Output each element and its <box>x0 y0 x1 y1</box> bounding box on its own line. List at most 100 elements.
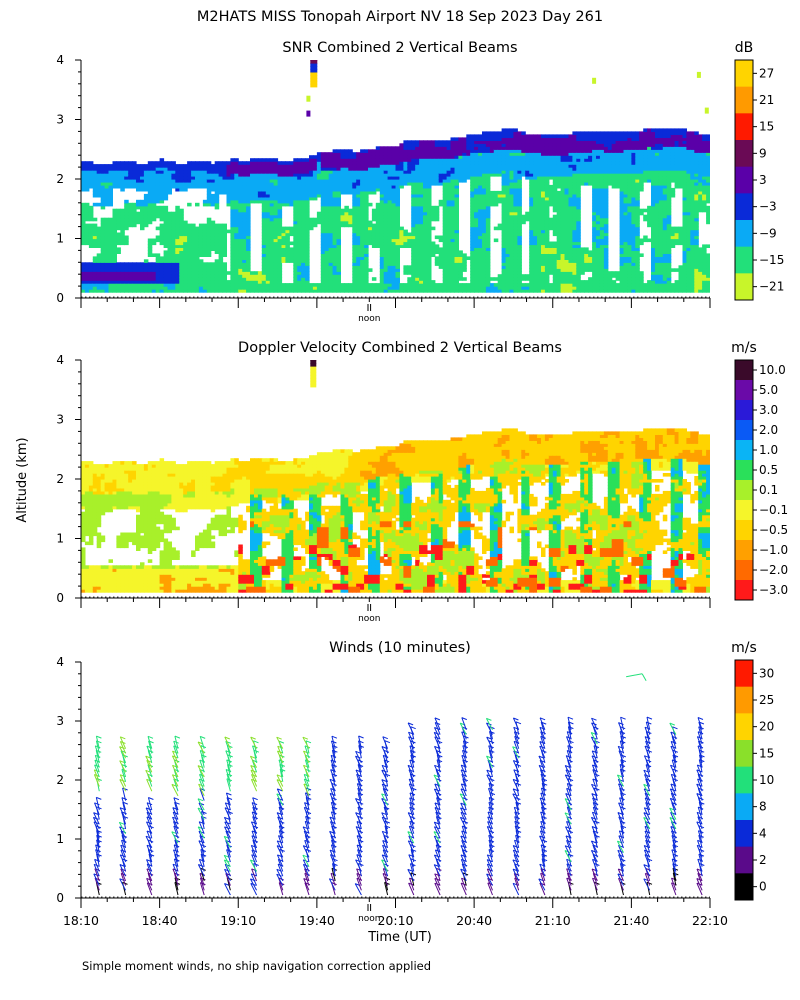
snr-cell <box>450 146 455 150</box>
snr-cell <box>438 250 444 254</box>
snr-cell <box>175 274 180 278</box>
snr-cell <box>195 259 200 263</box>
snr-cell <box>533 232 538 237</box>
snr-cell <box>446 271 452 275</box>
snr-cell <box>466 152 471 156</box>
snr-cell <box>411 226 416 231</box>
snr-cell <box>112 229 117 234</box>
snr-cell <box>293 158 298 162</box>
snr-cell <box>427 182 432 186</box>
snr-cell <box>364 226 369 231</box>
snr-cell <box>576 202 581 207</box>
snr-cell <box>198 184 204 189</box>
snr-cell <box>254 190 259 195</box>
snr-cell <box>246 232 251 237</box>
snr-cell <box>301 256 306 260</box>
snr-cell <box>560 274 566 278</box>
snr-cell <box>419 259 424 263</box>
snr-cell <box>198 286 204 290</box>
snr-cell <box>419 271 424 275</box>
snr-cell <box>104 182 110 186</box>
snr-cell <box>301 265 306 269</box>
snr-cell <box>434 140 440 144</box>
snr-cell <box>478 268 483 272</box>
snr-cell <box>305 211 310 216</box>
snr-cell <box>462 164 467 168</box>
snr-cell <box>108 226 113 231</box>
snr-cell <box>120 217 125 222</box>
snr-cell <box>387 235 393 240</box>
snr-cell <box>430 182 436 186</box>
snr-cell <box>474 143 479 147</box>
snr-cell <box>375 167 381 171</box>
snr-cell <box>269 226 275 231</box>
snr-cell <box>96 164 102 168</box>
snr-cell <box>261 173 267 177</box>
snr-cell <box>92 202 98 207</box>
snr-cell <box>128 286 133 290</box>
snr-cell <box>560 223 566 228</box>
snr-cell <box>427 274 432 278</box>
snr-cell <box>470 140 475 144</box>
snr-cell <box>462 256 467 260</box>
snr-cell <box>332 161 338 165</box>
snr-cell <box>112 167 117 171</box>
snr-cell <box>450 173 455 177</box>
snr-cell <box>505 155 511 159</box>
snr-cell <box>124 226 129 231</box>
snr-cell <box>352 179 357 183</box>
snr-cell <box>364 190 369 195</box>
snr-cell <box>493 170 499 174</box>
snr-cell <box>387 268 393 272</box>
snr-cell <box>92 232 98 237</box>
snr-cell <box>407 146 412 150</box>
snr-cell <box>493 143 499 147</box>
snr-cell <box>230 184 235 189</box>
snr-cell <box>269 220 275 225</box>
snr-cell <box>352 283 357 287</box>
snr-cell <box>100 205 106 210</box>
snr-cell <box>482 256 487 260</box>
snr-cell <box>191 268 196 272</box>
snr-cell <box>525 170 530 174</box>
snr-cell <box>320 286 326 290</box>
snr-cell <box>210 274 216 278</box>
snr-cell <box>112 208 117 213</box>
snr-cell <box>88 184 94 189</box>
snr-cell <box>391 170 397 174</box>
snr-cell <box>391 265 397 269</box>
snr-cell <box>541 167 546 171</box>
snr-cell <box>403 167 408 171</box>
snr-cell <box>167 220 172 225</box>
snr-cell <box>163 208 169 213</box>
snr-cell <box>191 259 196 263</box>
snr-cell <box>328 217 334 222</box>
snr-cell <box>537 143 542 147</box>
snr-cell <box>509 256 514 260</box>
snr-cell <box>497 161 503 165</box>
snr-cell <box>171 211 176 216</box>
snr-cell <box>568 277 573 281</box>
snr-cell <box>104 271 110 275</box>
snr-cell <box>143 268 149 272</box>
snr-cell <box>206 265 212 269</box>
snr-cell <box>560 155 566 159</box>
snr-cell <box>116 211 121 216</box>
snr-cell <box>560 235 566 240</box>
snr-cell <box>116 247 121 251</box>
snr-cell <box>521 137 526 141</box>
snr-cell <box>285 226 290 231</box>
snr-cell <box>533 158 538 162</box>
snr-cell <box>379 202 385 207</box>
snr-cell <box>379 164 385 168</box>
snr-cell <box>446 229 452 234</box>
snr-cell <box>568 161 573 165</box>
snr-cell <box>246 187 251 192</box>
snr-cell <box>301 274 306 278</box>
snr-cell <box>226 289 231 293</box>
snr-cell <box>167 184 172 189</box>
snr-cell <box>222 161 227 165</box>
snr-cell <box>560 170 566 174</box>
snr-cell <box>533 253 538 257</box>
snr-cell <box>210 170 216 174</box>
